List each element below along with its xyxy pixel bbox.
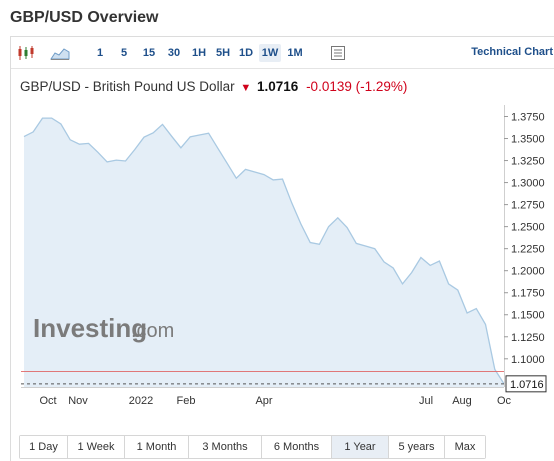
range-1-month[interactable]: 1 Month	[125, 436, 189, 458]
watermark-brand: Investing	[33, 313, 147, 343]
y-tick-label: 1.1500	[511, 310, 545, 322]
y-tick-label: 1.1750	[511, 288, 545, 300]
price-line	[23, 117, 505, 385]
x-axis: Oct Nov 2022 Feb Apr Jul Aug Oc	[21, 387, 512, 407]
quote-line: GBP/USD - British Pound US Dollar ▼ 1.07…	[20, 79, 407, 94]
range-max[interactable]: Max	[445, 436, 485, 458]
candlestick-icon[interactable]	[15, 44, 37, 62]
y-tick-label: 1.2000	[511, 266, 545, 278]
page-title: GBP/USD Overview	[10, 9, 159, 26]
range-1-week[interactable]: 1 Week	[68, 436, 125, 458]
watermark: Investing.com	[33, 313, 174, 343]
y-tick-label: 1.1000	[511, 354, 545, 366]
price-change-percent: (-1.29%)	[355, 79, 408, 94]
plot-area	[21, 117, 505, 387]
x-tick-label: 2022	[129, 395, 153, 407]
price-chart: Investing.com 1.3750 1.3500 1.3250 1.3000 1.2…	[21, 105, 547, 407]
x-tick-label: Feb	[177, 395, 196, 407]
watermark-suffix: .com	[131, 320, 174, 342]
interval-5h[interactable]: 5H	[215, 47, 231, 59]
interval-1[interactable]: 1	[96, 47, 104, 59]
interval-1m[interactable]: 1M	[287, 47, 303, 59]
y-tick-label: 1.3750	[511, 111, 545, 123]
interval-1w[interactable]: 1W	[259, 44, 281, 62]
x-tick-label: Oc	[497, 395, 512, 407]
interval-1d[interactable]: 1D	[238, 47, 254, 59]
x-tick-label: Jul	[419, 395, 433, 407]
interval-1h[interactable]: 1H	[191, 47, 207, 59]
x-tick-label: Oct	[39, 395, 56, 407]
range-6-months[interactable]: 6 Months	[262, 436, 332, 458]
price-change: -0.0139	[306, 79, 352, 94]
y-tick-label: 1.3500	[511, 134, 545, 146]
instrument-name: GBP/USD - British Pound US Dollar	[20, 79, 235, 94]
interval-5[interactable]: 5	[120, 47, 128, 59]
last-price: 1.0716	[257, 79, 299, 94]
y-tick-label: 1.3250	[511, 156, 545, 168]
x-tick-label: Nov	[68, 395, 88, 407]
y-axis: 1.3750 1.3500 1.3250 1.3000 1.2750 1.2500 1.22…	[504, 105, 547, 393]
range-1-day[interactable]: 1 Day	[20, 436, 68, 458]
down-arrow-icon: ▼	[240, 82, 252, 94]
settings-panel-icon[interactable]	[327, 44, 349, 62]
x-tick-label: Apr	[255, 395, 272, 407]
area-fill	[24, 118, 504, 387]
y-tick-label: 1.2750	[511, 200, 545, 212]
y-tick-label: 1.2250	[511, 244, 545, 256]
technical-chart-link[interactable]: Technical Chart	[471, 46, 553, 58]
y-tick-label: 1.1250	[511, 332, 545, 344]
range-3-months[interactable]: 3 Months	[189, 436, 262, 458]
y-tick-label: 1.2500	[511, 222, 545, 234]
interval-15[interactable]: 15	[142, 47, 156, 59]
range-selector: 1 Day 1 Week 1 Month 3 Months 6 Months 1 Year…	[19, 435, 486, 459]
last-price-label: 1.0716	[510, 379, 544, 391]
x-tick-label: Aug	[452, 395, 472, 407]
interval-30[interactable]: 30	[167, 47, 181, 59]
chart-toolbar: 1 5 15 30 1H 5H 1D 1W 1M Technical Chart	[11, 37, 554, 69]
range-5-years[interactable]: 5 years	[389, 436, 445, 458]
chart-panel: 1 5 15 30 1H 5H 1D 1W 1M Technical Chart GBP/USD…	[10, 36, 554, 461]
last-price-box	[505, 375, 547, 393]
area-chart-icon[interactable]	[49, 44, 71, 62]
range-1-year[interactable]: 1 Year	[332, 436, 389, 458]
y-tick-label: 1.3000	[511, 178, 545, 190]
